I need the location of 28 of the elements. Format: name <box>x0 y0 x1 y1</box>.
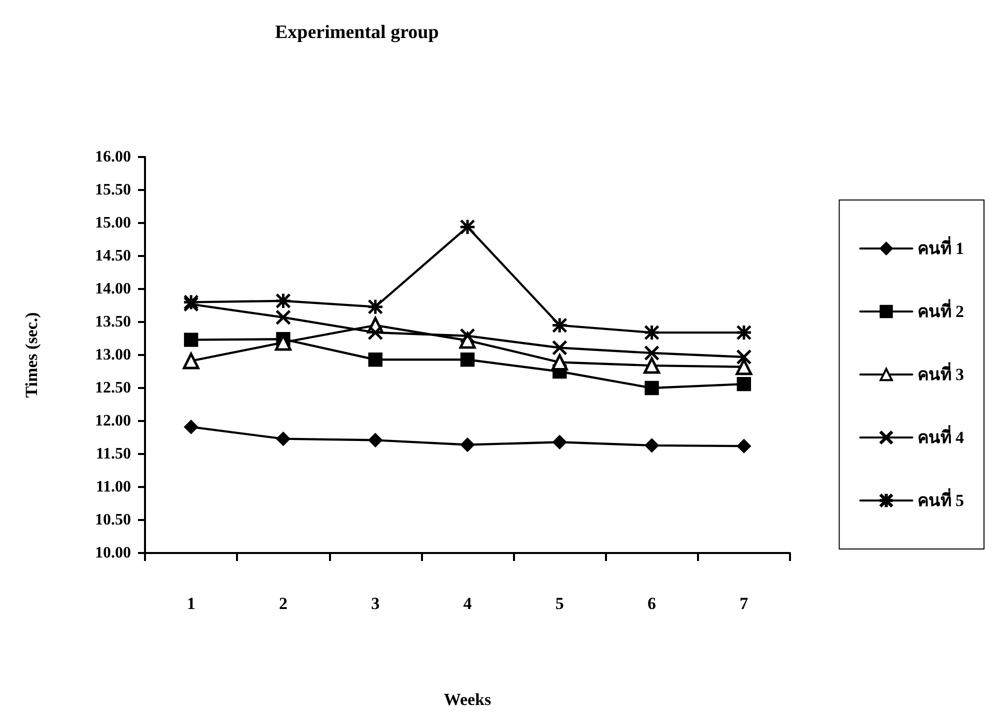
x-tick-label: 5 <box>555 594 564 613</box>
x-tick-label: 7 <box>740 594 749 613</box>
x-axis-title: Weeks <box>444 690 492 709</box>
y-tick-label: 15.00 <box>95 214 131 232</box>
y-tick-label: 12.50 <box>95 380 131 396</box>
y-tick-label: 13.50 <box>95 314 131 330</box>
y-tick-label: 13.00 <box>95 346 131 364</box>
legend-label: คนที่ 5 <box>917 488 964 510</box>
y-tick-label: 16.00 <box>95 148 131 166</box>
x-tick-label: 1 <box>186 594 196 613</box>
y-tick-label: 11.50 <box>96 446 131 462</box>
legend-label: คนที่ 4 <box>917 425 964 447</box>
legend-label: คนที่ 1 <box>917 236 964 258</box>
y-tick-label: 12.00 <box>95 412 131 430</box>
y-tick-label: 10.00 <box>95 544 131 562</box>
y-tick-label: 14.50 <box>95 248 131 264</box>
y-tick-label: 11.00 <box>96 478 131 496</box>
legend-label: คนที่ 3 <box>917 362 964 384</box>
x-tick-label: 2 <box>278 594 288 613</box>
x-tick-label: 6 <box>648 594 656 613</box>
chart-title: Experimental group <box>275 22 439 43</box>
y-tick-label: 15.50 <box>95 182 131 198</box>
x-tick-label: 4 <box>463 594 472 613</box>
legend-label: คนที่ 2 <box>917 299 964 321</box>
y-tick-label: 10.50 <box>95 512 131 528</box>
x-tick-label: 3 <box>371 594 380 613</box>
y-tick-label: 14.00 <box>95 280 131 298</box>
y-axis-title: Times (sec.) <box>22 312 41 398</box>
